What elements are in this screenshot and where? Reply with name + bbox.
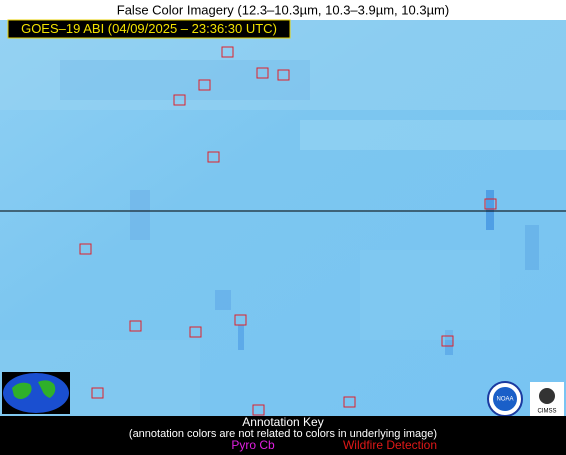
- annotation-key-note: (annotation colors are not related to co…: [129, 428, 437, 440]
- key-pyro-cb: Pyro Cb: [231, 438, 275, 452]
- title: False Color Imagery (12.3–10.3µm, 10.3–3…: [117, 2, 449, 17]
- satellite-image: [0, 20, 566, 416]
- noaa-text: NOAA: [496, 397, 513, 403]
- title-band: [0, 0, 566, 20]
- detection-boxes: [79, 46, 497, 416]
- annotation-key-title: Annotation Key: [242, 415, 323, 429]
- globe-logo: [2, 372, 70, 414]
- cimss-logo: CIMSS: [530, 382, 564, 416]
- image-label: GOES–19 ABI (04/09/2025 – 23:36:30 UTC): [21, 21, 277, 36]
- key-wildfire: Wildfire Detection: [343, 438, 437, 452]
- annotation-key-band: [0, 416, 566, 455]
- noaa-logo: NOAA: [487, 381, 523, 417]
- image-label-box: [7, 19, 291, 39]
- cimss-text: CIMSS: [537, 409, 556, 415]
